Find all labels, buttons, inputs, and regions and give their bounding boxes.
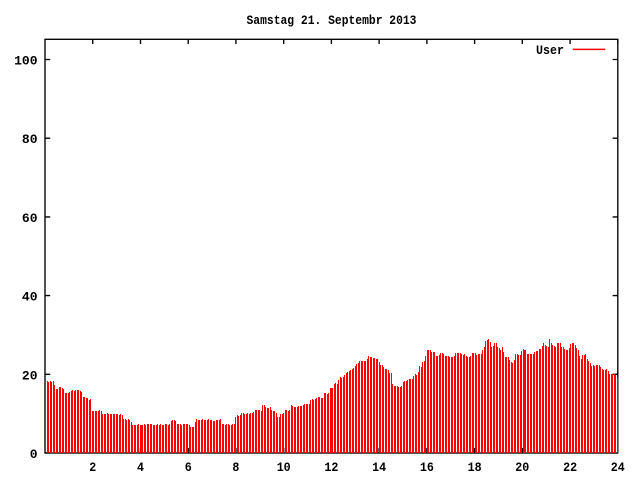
svg-text:14: 14 <box>372 460 386 475</box>
svg-text:60: 60 <box>22 211 38 226</box>
svg-text:20: 20 <box>515 460 529 475</box>
svg-text:8: 8 <box>232 460 239 475</box>
svg-text:0: 0 <box>30 447 38 462</box>
svg-text:User: User <box>536 43 564 58</box>
svg-text:6: 6 <box>185 460 192 475</box>
svg-text:40: 40 <box>22 290 38 305</box>
svg-text:24: 24 <box>611 460 625 475</box>
svg-text:22: 22 <box>563 460 577 475</box>
svg-text:100: 100 <box>14 54 38 69</box>
svg-text:20: 20 <box>22 368 38 383</box>
svg-text:2: 2 <box>89 460 96 475</box>
svg-text:18: 18 <box>468 460 482 475</box>
svg-text:10: 10 <box>277 460 291 475</box>
svg-text:Samstag 21. Septembr 2013: Samstag 21. Septembr 2013 <box>247 13 417 28</box>
svg-text:80: 80 <box>22 132 38 147</box>
svg-text:4: 4 <box>137 460 144 475</box>
svg-text:16: 16 <box>420 460 434 475</box>
svg-text:12: 12 <box>324 460 338 475</box>
